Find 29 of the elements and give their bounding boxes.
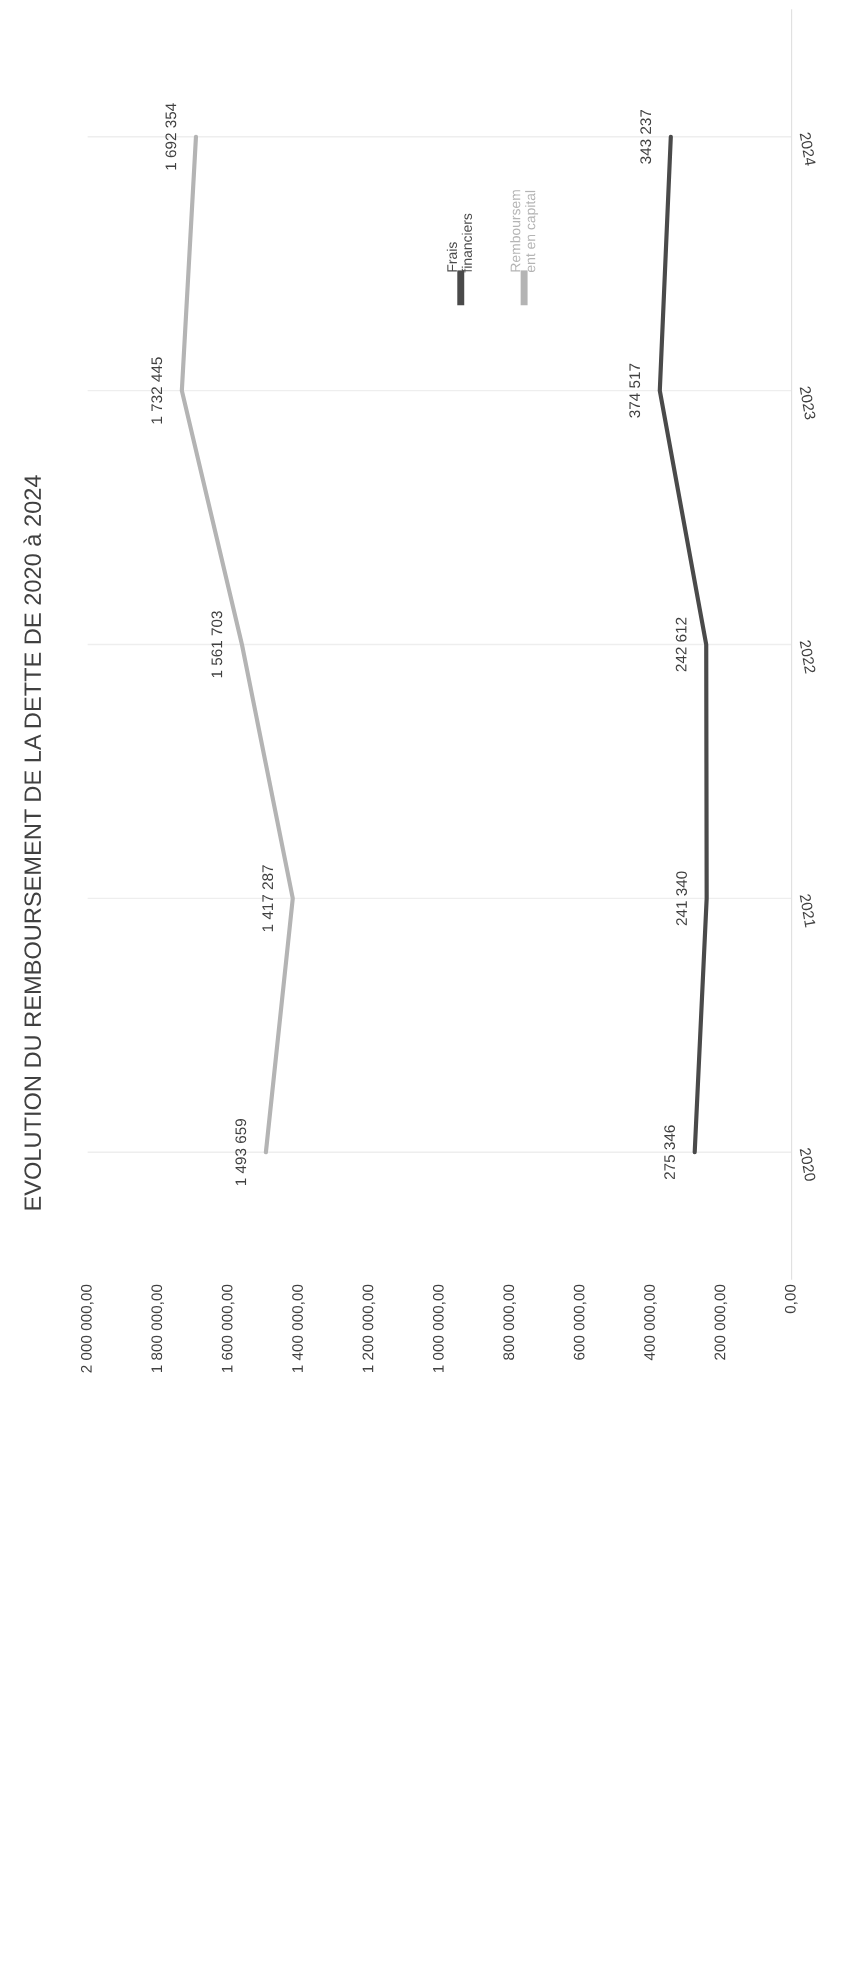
y-tick-label: 2020 [799,1147,816,1182]
y-tick-label: 2022 [799,639,816,674]
data-label: 1 692 354 [165,103,177,170]
data-label: 343 237 [640,109,652,164]
data-label: 1 732 445 [151,357,163,424]
x-tick-label: 1 600 000,00 [221,1284,235,1373]
x-tick-label: 2 000 000,00 [80,1284,94,1373]
data-label: 275 346 [664,1125,676,1180]
data-label: 241 340 [676,871,687,926]
x-tick-label: 1 400 000,00 [292,1284,305,1373]
x-tick-label: 600 000,00 [573,1284,587,1360]
text: Frais financiers [446,213,472,273]
x-tick-label: 1 800 000,00 [151,1284,164,1373]
data-label: 242 612 [675,617,687,672]
x-tick-label: 400 000,00 [644,1284,657,1361]
y-tick-label: 2024 [799,132,816,167]
x-tick-label: 0,00 [784,1284,798,1314]
x-tick-label: 200 000,00 [714,1284,728,1360]
x-tick-label: 1 000 000,00 [432,1284,446,1373]
data-label: 1 493 659 [235,1119,247,1186]
data-label: 374 517 [629,363,641,418]
text: Remboursem ent en capital [510,190,539,272]
y-tick-label: 2021 [799,893,816,928]
x-tick-label: 800 000,00 [503,1284,516,1360]
data-label: 1 561 703 [211,611,223,678]
text: EVOLUTION DU REMBOURSEMENT DE LA DETTE DE 2020 à 2024 [23,475,42,1210]
x-tick-label: 1 200 000,00 [362,1284,376,1373]
data-label: 1 417 287 [262,865,274,932]
y-tick-label: 2023 [799,385,816,420]
